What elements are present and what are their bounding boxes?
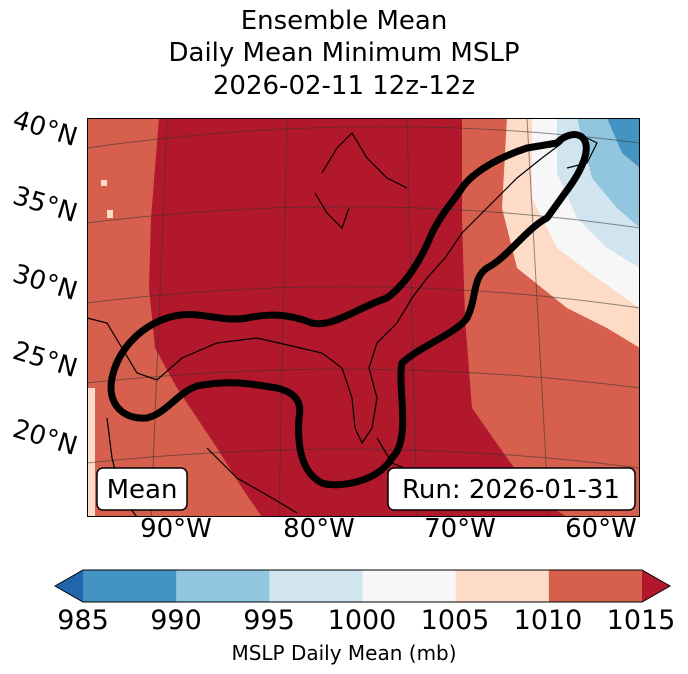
run-annotation-text: Run: 2026-01-31 <box>402 475 620 505</box>
contour-outline <box>107 131 590 489</box>
cb-tick-985: 985 <box>57 605 109 636</box>
cb-tick-1000: 1000 <box>327 605 397 636</box>
lon-label-70w: 70°W <box>424 514 496 544</box>
colorbar-label: MSLP Daily Mean (mb) <box>231 641 457 665</box>
lat-label-20n: 20°N <box>9 414 81 462</box>
colorbar <box>53 569 672 603</box>
colorbar-extend-under <box>55 570 83 602</box>
colorbar-segment-1000 <box>362 570 457 602</box>
title-line-2: Daily Mean Minimum MSLP <box>168 38 520 68</box>
lat-label-40n: 40°N <box>9 105 81 153</box>
cb-tick-1005: 1005 <box>420 605 490 636</box>
lat-label-25n: 25°N <box>9 336 81 384</box>
title-line-1: Ensemble Mean <box>240 6 448 36</box>
map-frame <box>87 118 640 517</box>
colorbar-segment-1010 <box>548 570 643 602</box>
title-line-3: 2026-02-11 12z-12z <box>212 71 476 101</box>
lon-label-60w: 60°W <box>565 514 637 544</box>
run-annotation-box: Run: 2026-01-31 <box>387 467 636 511</box>
colorbar-segment-985 <box>83 570 177 602</box>
mean-annotation-text: Mean <box>107 475 178 505</box>
lon-label-80w: 80°W <box>283 514 355 544</box>
colorbar-extend-over <box>642 570 670 602</box>
cb-tick-1010: 1010 <box>513 605 583 636</box>
lat-label-35n: 35°N <box>9 181 81 229</box>
cb-tick-1015: 1015 <box>606 605 676 636</box>
colorbar-outline <box>53 569 672 603</box>
map-plot: Mean Run: 2026-01-31 <box>87 118 640 517</box>
colorbar-segment-1005 <box>455 570 550 602</box>
lon-label-90w: 90°W <box>140 514 212 544</box>
field-1005-1010-edge <box>87 388 95 517</box>
mean-annotation-box: Mean <box>96 467 188 511</box>
lat-label-30n: 30°N <box>9 259 81 307</box>
cb-tick-990: 990 <box>150 605 202 636</box>
colorbar-segment-990 <box>176 570 270 602</box>
field-1005-1010-speck <box>101 180 107 186</box>
colorbar-segment-995 <box>269 570 363 602</box>
field-1005-1010-speck <box>107 210 113 218</box>
cb-tick-995: 995 <box>243 605 295 636</box>
field-985-990 <box>607 118 640 168</box>
